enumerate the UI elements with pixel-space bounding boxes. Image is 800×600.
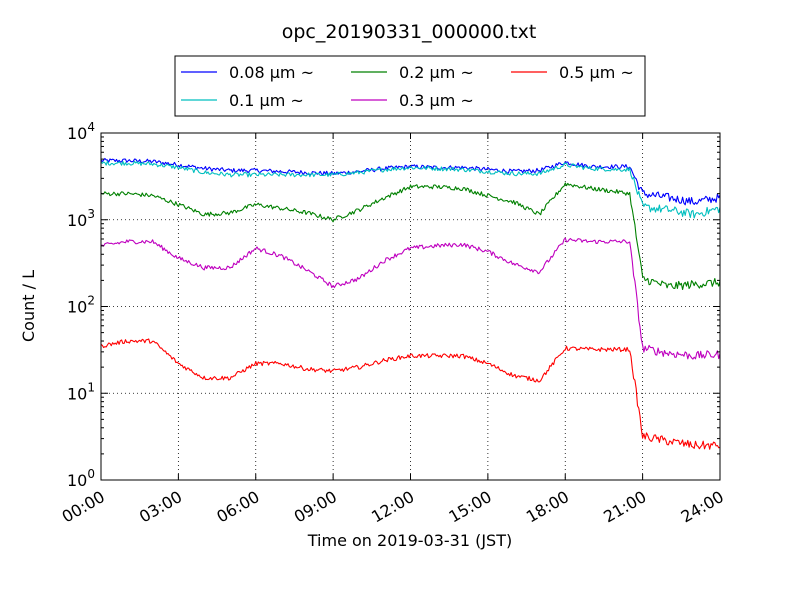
- y-axis-label: Count / L: [19, 270, 38, 342]
- y-tick-label: 100: [67, 467, 95, 490]
- chart-title: opc_20190331_000000.txt: [282, 21, 537, 43]
- y-tick-label: 101: [67, 380, 95, 403]
- legend-label: 0.3 μm ~: [399, 91, 474, 110]
- x-axis-label: Time on 2019-03-31 (JST): [307, 531, 512, 550]
- y-axis-ticks: 100 101 102 103 104: [67, 120, 720, 490]
- y-tick-label: 104: [67, 120, 95, 143]
- legend-box: [174, 55, 646, 117]
- legend-label: 0.5 μm ~: [559, 63, 634, 82]
- series-line: [100, 182, 721, 291]
- series-line: [100, 338, 721, 450]
- legend-label: 0.1 μm ~: [229, 91, 304, 110]
- plot-series: [100, 157, 721, 450]
- series-line: [101, 237, 721, 360]
- series-line: [100, 157, 721, 206]
- y-tick-label: 102: [67, 294, 95, 317]
- y-tick-label: 103: [67, 207, 95, 230]
- legend: 0.08 μm ~ 0.1 μm ~ 0.2 μm ~ 0.3 μm ~ 0.5 μm …: [174, 55, 646, 117]
- legend-label: 0.2 μm ~: [399, 63, 474, 82]
- legend-label: 0.08 μm ~: [229, 63, 314, 82]
- series-line: [100, 160, 721, 219]
